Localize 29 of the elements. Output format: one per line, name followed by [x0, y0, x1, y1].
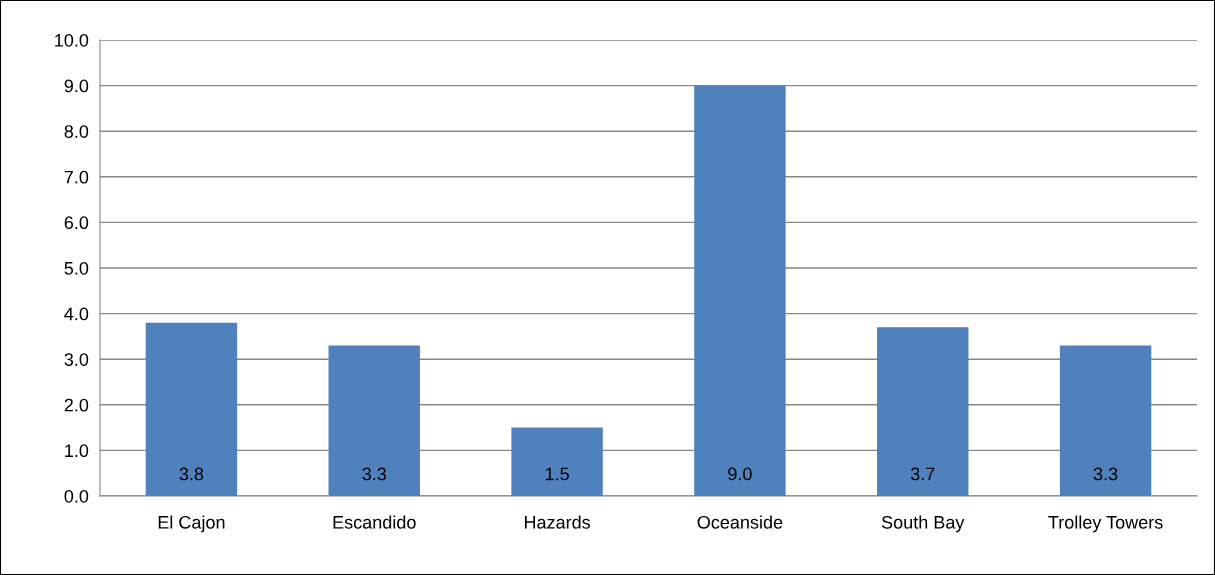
bar [328, 345, 420, 496]
data-label: 1.5 [545, 467, 569, 481]
bar [694, 85, 786, 496]
x-tick-label: Hazards [524, 515, 591, 529]
bar [877, 327, 969, 496]
y-tick-label: 3.0 [64, 353, 89, 366]
bar [511, 427, 603, 496]
bar [1059, 345, 1152, 496]
data-label: 3.7 [910, 467, 935, 481]
x-tick-label: South Bay [881, 515, 965, 533]
data-label: 3.3 [362, 467, 387, 481]
data-label: 3.3 [1093, 467, 1118, 481]
x-tick-label: El Cajon [158, 515, 225, 533]
y-tick-label: 9.0 [64, 79, 89, 93]
data-label: 3.8 [179, 467, 204, 481]
x-tick-label: Oceanside [697, 515, 783, 529]
y-tick-label: 2.0 [64, 398, 89, 412]
bar [145, 322, 238, 496]
y-tick-label: 5.0 [64, 261, 89, 275]
x-tick-label: Escandido [333, 515, 416, 529]
y-tick-label: 0.0 [64, 489, 89, 503]
x-tick-label: Trolley Towers [1048, 515, 1163, 533]
y-tick-label: 6.0 [64, 216, 89, 230]
y-tick-label: 8.0 [64, 125, 89, 138]
y-tick-label: 10.0 [55, 33, 89, 47]
y-tick-label: 1.0 [65, 444, 89, 458]
y-tick-label: 4.0 [64, 307, 89, 321]
data-label: 9.0 [728, 467, 752, 481]
y-tick-label: 7.0 [64, 170, 89, 184]
